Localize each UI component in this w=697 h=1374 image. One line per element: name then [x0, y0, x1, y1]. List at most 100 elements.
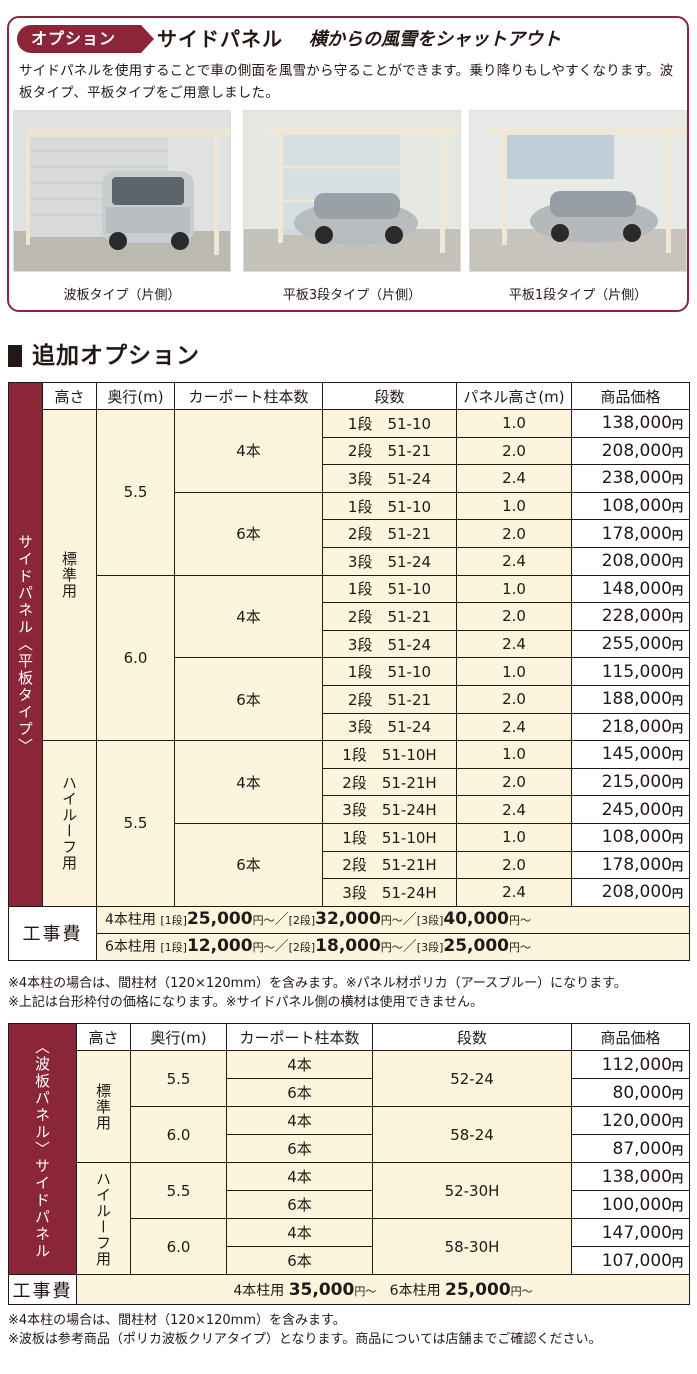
panel-cell: 2.0 [456, 767, 572, 797]
panel-cell: 2.0 [456, 602, 572, 631]
depth-cell: 6.0 [130, 1106, 227, 1163]
option-tag: オプション [17, 25, 154, 53]
panel-cell: 2.0 [456, 436, 572, 466]
table-row: 2段 51-21 2.0 228,000円 [9, 602, 690, 631]
table-row: 3段 51-24 2.4 255,000円 [9, 629, 690, 659]
note-line: ※4本柱の場合は、間柱材（120×120mm）を含みます。 [8, 1313, 346, 1328]
option-box: オプション サイドパネル 横からの風雪をシャットアウト サイドパネルを使用するこ… [7, 16, 689, 312]
price-cell: 108,000円 [571, 491, 690, 521]
depth-cell: 6.0 [96, 574, 175, 742]
price-cell: 107,000円 [571, 1246, 690, 1275]
header-depth: 奥行(m) [130, 1023, 227, 1051]
price-cell: 112,000円 [571, 1050, 690, 1079]
panel-cell: 2.4 [456, 546, 572, 576]
price-cell: 228,000円 [571, 602, 690, 631]
panel-cell: 1.0 [456, 822, 572, 852]
panel-cell: 2.4 [456, 795, 572, 824]
photo-caption-1: 波板タイプ（片側） [63, 288, 181, 303]
table-row: 6.0 4本 1段 51-10 1.0 148,000円 [9, 574, 690, 742]
header-posts: カーポート柱本数 [174, 382, 323, 410]
step-cell: 3段 51-24H [322, 795, 457, 824]
step-cell: 3段 51-24H [322, 878, 457, 907]
panel-cell: 1.0 [456, 574, 572, 604]
height-standard: 標準用 [76, 1050, 131, 1163]
price-cell: 178,000円 [571, 519, 690, 548]
steps-cell: 58-30H [372, 1218, 572, 1275]
flat-panel-price-table: サイドパネル〈平板タイプ〉 高さ 奥行(m) カーポート柱本数 段数 パネル高さ… [8, 382, 690, 961]
table-row: 6本 107,000円 [9, 1246, 690, 1275]
step-cell: 1段 51-10 [322, 657, 457, 686]
step-cell: 1段 51-10H [322, 740, 457, 769]
panel-cell: 2.0 [456, 850, 572, 880]
table-header-row: サイドパネル〈平板タイプ〉 高さ 奥行(m) カーポート柱本数 段数 パネル高さ… [8, 382, 690, 907]
price-cell: 188,000円 [571, 684, 690, 714]
header-steps: 段数 [322, 382, 457, 410]
panel-cell: 1.0 [456, 491, 572, 521]
table-row: ハイルーフ用 5.5 4本 1段 51-10H 1.0 145,000円 [9, 740, 690, 907]
step-cell: 2段 51-21 [322, 436, 457, 466]
panel-cell: 1.0 [456, 409, 572, 438]
posts-cell: 6本 [174, 657, 323, 742]
option-header: オプション サイドパネル 横からの風雪をシャットアウト [17, 25, 677, 55]
table-row: 2段 51-21 2.0 188,000円 [9, 684, 690, 714]
price-cell: 218,000円 [571, 712, 690, 742]
posts-cell: 4本 [174, 409, 323, 493]
header-steps: 段数 [372, 1023, 572, 1051]
depth-cell: 5.5 [130, 1050, 227, 1107]
note-line: ※4本柱の場合は、間柱材（120×120mm）を含みます。※パネル材ポリカ（アー… [8, 976, 627, 991]
price-cell: 238,000円 [571, 464, 690, 493]
depth-cell: 5.5 [96, 409, 175, 576]
header-posts: カーポート柱本数 [226, 1023, 373, 1051]
posts-cell: 4本 [174, 740, 323, 824]
table-row: ハイルーフ用 5.5 4本 52-30H 138,000円 [9, 1162, 690, 1275]
step-cell: 2段 51-21 [322, 602, 457, 631]
note-line: ※上記は台形枠付の価格になります。※サイドパネル側の横材は使用できません。 [8, 995, 484, 1010]
panel-cell: 2.0 [456, 684, 572, 714]
step-cell: 1段 51-10H [322, 822, 457, 852]
price-cell: 87,000円 [571, 1134, 690, 1163]
posts-cell: 4本 [174, 574, 323, 659]
photo-corrugated [13, 110, 231, 272]
posts-cell: 6本 [226, 1246, 373, 1275]
table-row: 3段 51-24 2.4 208,000円 [9, 546, 690, 576]
step-cell: 1段 51-10 [322, 574, 457, 604]
wave-cost-text: 4本柱用 35,000円～ 6本柱用 25,000円～ [76, 1274, 690, 1305]
cost-label: 工事費 [8, 905, 97, 961]
header-height: 高さ [42, 382, 97, 410]
panel-cell: 2.0 [456, 519, 572, 548]
price-cell: 255,000円 [571, 629, 690, 659]
price-cell: 145,000円 [571, 740, 690, 769]
cost-label: 工事費 [8, 1274, 77, 1305]
flat-table-notes: ※4本柱の場合は、間柱材（120×120mm）を含みます。※パネル材ポリカ（アー… [8, 974, 689, 1012]
table-row: 6本 1段 51-10 1.0 115,000円 [9, 657, 690, 742]
cost-6-posts: 6本柱用 [1段]12,000円～／[2段]18,000円～／[3段]25,00… [96, 932, 690, 961]
step-cell: 2段 51-21 [322, 684, 457, 714]
cost-4-posts: 4本柱用 [1段]25,000円～／[2段]32,000円～／[3段]40,00… [96, 905, 690, 934]
table-row: 2段 51-21H 2.0 178,000円 [9, 850, 690, 880]
step-cell: 2段 51-21H [322, 767, 457, 797]
height-high-roof: ハイルーフ用 [76, 1162, 131, 1275]
price-cell: 148,000円 [571, 574, 690, 604]
table-header-row: 〈波板パネル〉サイドパネル 高さ 奥行(m) カーポート柱本数 段数 商品価格 [8, 1023, 690, 1275]
posts-cell: 6本 [226, 1078, 373, 1107]
photo-flat-3-step [243, 110, 461, 272]
panel-cell: 2.4 [456, 629, 572, 659]
price-cell: 215,000円 [571, 767, 690, 797]
posts-cell: 4本 [226, 1162, 373, 1191]
flat-table-side-label: サイドパネル〈平板タイプ〉 [8, 382, 43, 907]
height-high-roof: ハイルーフ用 [42, 740, 97, 907]
price-cell: 115,000円 [571, 657, 690, 686]
depth-cell: 6.0 [130, 1218, 227, 1275]
photo-caption-2: 平板3段タイプ（片側） [282, 288, 422, 303]
wave-table-side-label: 〈波板パネル〉サイドパネル [8, 1023, 77, 1275]
steps-cell: 58-24 [372, 1106, 572, 1163]
depth-cell: 5.5 [130, 1162, 227, 1219]
header-price: 商品価格 [571, 382, 690, 410]
wave-panel-price-table: 〈波板パネル〉サイドパネル 高さ 奥行(m) カーポート柱本数 段数 商品価格 … [8, 1023, 690, 1305]
posts-cell: 4本 [226, 1218, 373, 1247]
header-depth: 奥行(m) [96, 382, 175, 410]
price-cell: 208,000円 [571, 436, 690, 466]
table-row: 6本 87,000円 [9, 1134, 690, 1163]
header-panel-height: パネル高さ(m) [456, 382, 572, 410]
price-cell: 138,000円 [571, 1162, 690, 1191]
